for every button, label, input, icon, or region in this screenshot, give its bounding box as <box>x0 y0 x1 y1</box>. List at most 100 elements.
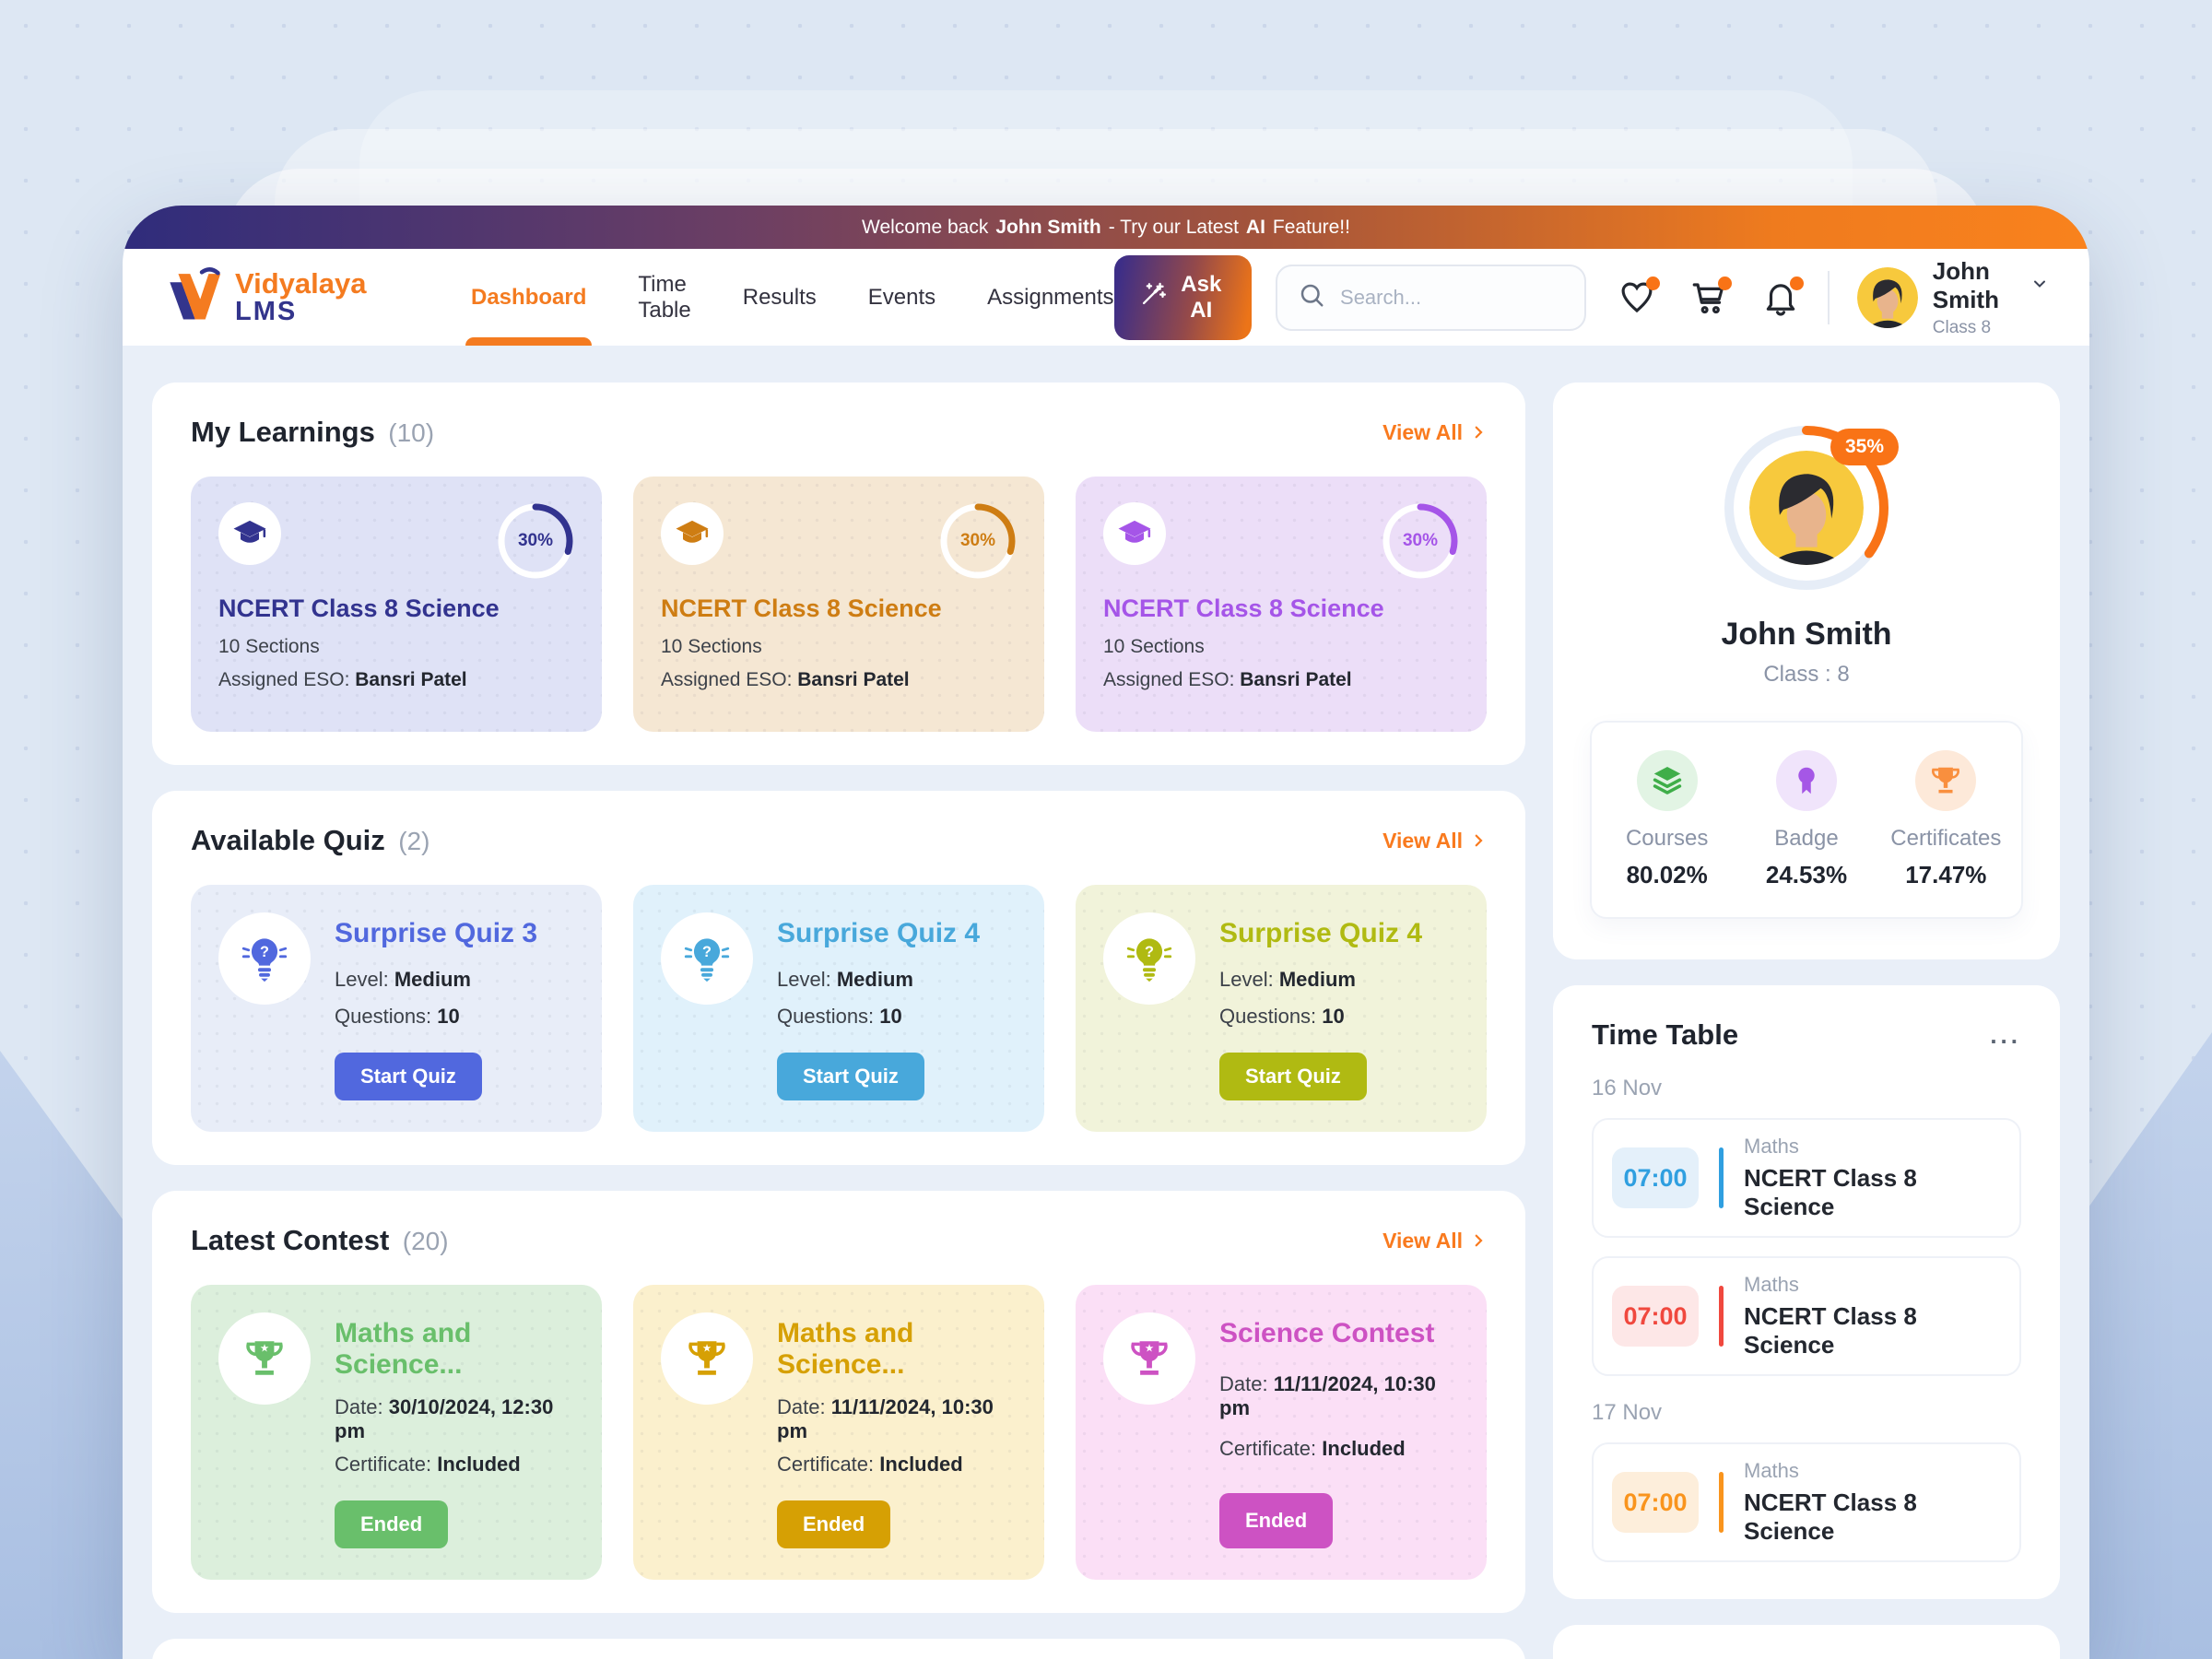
svg-text:?: ? <box>260 944 269 960</box>
contest-status-button[interactable]: Ended <box>777 1500 891 1548</box>
eso-name: Bansri Patel <box>797 669 910 690</box>
time-chip: 07:00 <box>1612 1147 1699 1208</box>
certificate-label: Certificate: <box>335 1453 432 1476</box>
trophy-icon: ★ <box>661 1312 753 1405</box>
progress-label: 30% <box>1402 531 1439 550</box>
quiz-card: ? Surprise Quiz 3 Level: Medium Question… <box>191 885 602 1132</box>
learning-card[interactable]: 30% NCERT Class 8 Science 10 Sections As… <box>191 477 602 732</box>
quiz-bulb-icon: ? <box>218 912 311 1005</box>
contest-status-button[interactable]: Ended <box>1219 1492 1334 1548</box>
level-value: Medium <box>394 968 471 991</box>
course: NCERT Class 8 Science <box>1744 1302 1917 1359</box>
graduation-cap-icon <box>218 502 281 565</box>
course-sections: 10 Sections <box>1103 636 1205 657</box>
user-class: Class 8 <box>1932 317 1992 337</box>
search-input[interactable] <box>1338 284 1565 311</box>
user-avatar <box>1856 266 1918 328</box>
chevron-right-icon <box>1475 834 1483 847</box>
ask-ai-button[interactable]: Ask AI <box>1113 254 1253 340</box>
view-all-learnings[interactable]: View All <box>1382 420 1487 445</box>
nav-item-results[interactable]: Results <box>742 284 817 310</box>
time-chip: 07:00 <box>1612 1286 1699 1347</box>
banner-text: Welcome back <box>862 216 989 238</box>
cart-icon[interactable] <box>1689 276 1733 317</box>
questions-value: 10 <box>1322 1005 1345 1028</box>
wishlist-heart-icon[interactable] <box>1618 276 1661 317</box>
brand-logo[interactable]: Vidyalaya LMS <box>163 265 410 329</box>
eso-name: Bansri Patel <box>355 669 467 690</box>
learning-card[interactable]: 30% NCERT Class 8 Science 10 Sections As… <box>633 477 1044 732</box>
section-count: (2) <box>398 827 430 855</box>
stat-value: 80.02% <box>1626 861 1708 888</box>
notification-dot <box>1646 276 1661 290</box>
timetable-entry[interactable]: 07:00 Maths NCERT Class 8 Science <box>1592 1118 2021 1238</box>
date-value: 11/11/2024, 10:30 pm <box>777 1395 994 1442</box>
main-column: My Learnings (10) View All <box>152 382 1525 1659</box>
timetable-entry[interactable]: 07:00 Maths NCERT Class 8 Science <box>1592 1256 2021 1376</box>
trophy-icon <box>1915 750 1977 811</box>
bell-icon[interactable] <box>1761 276 1805 317</box>
certificate-value: Included <box>1322 1437 1406 1460</box>
stat-courses: Courses 80.02% <box>1597 750 1736 889</box>
contest-status-button[interactable]: Ended <box>335 1500 449 1548</box>
eso-label: Assigned ESO: <box>1103 669 1235 690</box>
stat-label: Certificates <box>1890 826 2002 851</box>
profile-name: John Smith <box>1721 617 1892 652</box>
chevron-down-icon <box>2030 271 2049 300</box>
chevron-right-icon <box>1475 426 1483 439</box>
start-quiz-button[interactable]: Start Quiz <box>335 1053 482 1100</box>
quiz-title: Surprise Quiz 4 <box>777 918 981 948</box>
profile-progress-ring: 35% <box>1722 423 1900 593</box>
course-sections: 10 Sections <box>661 636 762 657</box>
header-divider <box>1828 270 1830 324</box>
profile-class: Class : 8 <box>1763 662 1850 687</box>
section-title: Latest Contest <box>191 1224 390 1256</box>
certificate-value: Included <box>437 1453 521 1476</box>
certificate-value: Included <box>879 1453 963 1476</box>
profile-progress-badge: 35% <box>1830 429 1900 465</box>
nav-item-time-table[interactable]: Time Table <box>638 271 691 323</box>
nav-item-assignments[interactable]: Assignments <box>987 284 1114 310</box>
user-name: John Smith <box>1932 256 1999 313</box>
level-value: Medium <box>836 968 913 991</box>
graduation-cap-icon <box>1103 502 1166 565</box>
stat-label: Courses <box>1625 826 1709 851</box>
eso-label: Assigned ESO: <box>661 669 793 690</box>
level-label: Level: <box>335 968 389 991</box>
view-all-quiz[interactable]: View All <box>1382 829 1487 853</box>
date-label: Date: <box>335 1395 383 1418</box>
contest-title: Science Contest <box>1219 1318 1435 1348</box>
trophy-icon: ★ <box>1103 1312 1195 1405</box>
progress-ring: 30% <box>497 502 574 580</box>
level-label: Level: <box>777 968 831 991</box>
learning-card[interactable]: 30% NCERT Class 8 Science 10 Sections As… <box>1076 477 1487 732</box>
app-window: Welcome back John Smith - Try our Latest… <box>123 206 2089 1659</box>
start-quiz-button[interactable]: Start Quiz <box>777 1053 924 1100</box>
banner-text: Feature!! <box>1272 216 1350 238</box>
profile-avatar <box>1744 445 1869 571</box>
color-bar <box>1719 1147 1724 1208</box>
timetable-card: Time Table ... 16 Nov 07:00 Maths NCERT … <box>1553 985 2060 1599</box>
nav-item-dashboard[interactable]: Dashboard <box>465 249 593 346</box>
progress-ring: 30% <box>1382 502 1459 580</box>
progress-label: 30% <box>517 531 554 550</box>
view-all-contest[interactable]: View All <box>1382 1229 1487 1253</box>
quiz-title: Surprise Quiz 4 <box>1219 918 1423 948</box>
nav-item-events[interactable]: Events <box>867 284 936 310</box>
timetable-date: 17 Nov <box>1592 1400 1663 1425</box>
profile-card: 35% John Smith Class : 8 <box>1553 382 2060 959</box>
eso-label: Assigned ESO: <box>218 669 350 690</box>
contest-title: Maths and Science... <box>777 1318 914 1380</box>
date-value: 30/10/2024, 12:30 pm <box>335 1395 554 1442</box>
questions-label: Questions: <box>777 1005 875 1028</box>
certificate-label: Certificate: <box>777 1453 875 1476</box>
user-menu[interactable]: John Smith Class 8 <box>1856 256 2049 338</box>
welcome-banner: Welcome back John Smith - Try our Latest… <box>123 206 2089 249</box>
stat-badge: Badge 24.53% <box>1736 750 1876 889</box>
more-options-icon[interactable]: ... <box>1990 1020 2021 1049</box>
timetable-entry[interactable]: 07:00 Maths NCERT Class 8 Science <box>1592 1442 2021 1562</box>
start-quiz-button[interactable]: Start Quiz <box>1219 1053 1367 1100</box>
course: NCERT Class 8 Science <box>1744 1164 1917 1220</box>
contest-title: Maths and Science... <box>335 1318 472 1380</box>
upcoming-assignments-card: Upcoming Assignments User Experience (UX… <box>1553 1625 2060 1659</box>
